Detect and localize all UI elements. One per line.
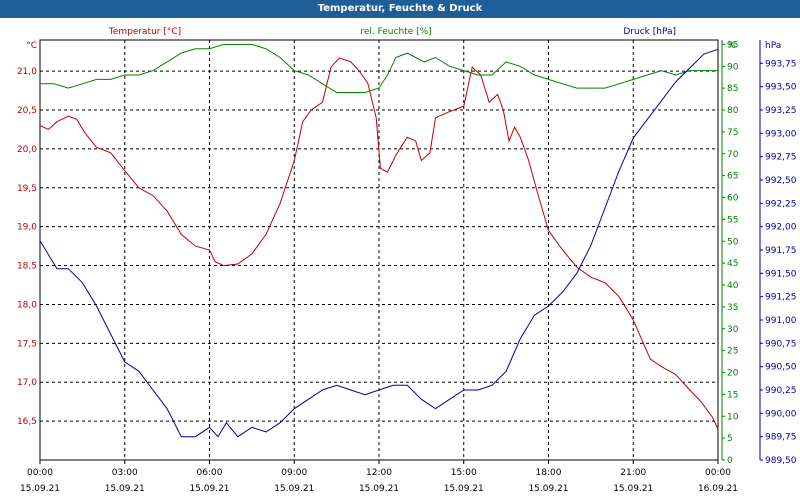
pressure-tick-label: 992,25: [765, 199, 797, 209]
humidity-tick-label: 70: [727, 150, 739, 160]
series-line-pressure: [39, 48, 719, 438]
humidity-tick-label: 40: [727, 281, 739, 291]
pressure-tick-label: 993,00: [765, 129, 797, 139]
humidity-tick-label: 25: [727, 347, 738, 357]
date-tick-label: 15.09.21: [444, 484, 484, 494]
humidity-tick-label: 75: [727, 128, 738, 138]
series-line-temperature: [39, 57, 719, 430]
date-tick-label: 16.09.21: [698, 484, 738, 494]
temperature-unit-label: °C: [26, 41, 37, 51]
time-tick-label: 15:00: [451, 468, 477, 478]
pressure-tick-label: 993,50: [765, 83, 797, 93]
axis-pressure: 993,75 993,50 993,25 993,00 992,75 992,50 992,…: [759, 40, 797, 466]
grid-lines: [39, 40, 719, 460]
pressure-tick-label: 990,00: [765, 409, 797, 419]
temperature-tick-label: 16,5: [17, 417, 37, 427]
date-tick-label: 15.09.21: [613, 484, 653, 494]
temperature-tick-label: 20,5: [17, 106, 37, 116]
time-tick-label: 00:00: [27, 468, 53, 478]
humidity-tick-label: 85: [727, 84, 738, 94]
pressure-tick-label: 991,75: [765, 246, 797, 256]
date-tick-label: 15.09.21: [20, 484, 60, 494]
legend-entry-humidity: rel. Feuchte [%]: [360, 27, 431, 37]
time-tick-label: 03:00: [112, 468, 138, 478]
pressure-unit-label: hPa: [765, 41, 781, 51]
date-tick-label: 15.09.21: [105, 484, 145, 494]
pressure-tick-label: 992,00: [765, 223, 797, 233]
pressure-tick-label: 990,75: [765, 339, 797, 349]
pressure-tick-label: 990,50: [765, 363, 797, 373]
time-tick-label: 12:00: [366, 468, 392, 478]
date-tick-label: 15.09.21: [274, 484, 314, 494]
temperature-tick-label: 18,0: [17, 300, 37, 310]
legend-entry-pressure: Druck [hPa]: [623, 27, 676, 37]
pressure-tick-label: 991,25: [765, 293, 797, 303]
humidity-tick-label: 20: [727, 369, 739, 379]
time-tick-label: 21:00: [620, 468, 646, 478]
legend: Temperatur [°C] rel. Feuchte [%] Druck [hP…: [108, 27, 676, 37]
series-line-humidity: [40, 43, 718, 93]
humidity-tick-label: 5: [727, 434, 733, 444]
pressure-tick-label: 989,75: [765, 433, 797, 443]
temperature-tick-label: 20,0: [17, 145, 37, 155]
time-tick-label: 00:00: [705, 468, 731, 478]
date-tick-label: 15.09.21: [528, 484, 568, 494]
legend-entry-temperature: Temperatur [°C]: [108, 27, 181, 37]
time-tick-label: 18:00: [536, 468, 562, 478]
pressure-tick-label: 989,50: [765, 456, 797, 466]
temperature-tick-label: 17,5: [17, 339, 37, 349]
date-tick-label: 15.09.21: [359, 484, 399, 494]
series-layer: [39, 43, 719, 438]
pressure-tick-label: 993,75: [765, 59, 797, 69]
axis-time: 00:00 15.09.21 03:00 15.09.21 06:00 15.09.21 0…: [20, 460, 738, 494]
humidity-tick-label: 0: [727, 456, 733, 466]
window-title: Temperatur, Feuchte & Druck: [0, 0, 800, 18]
pressure-tick-label: 992,75: [765, 153, 797, 163]
humidity-tick-label: 90: [727, 62, 739, 72]
axis-temperature: 21,0 20,5 20,0 19,5 19,0 18,5 18,0 17,5 17,0 16,5…: [17, 41, 37, 427]
temperature-tick-label: 21,0: [17, 67, 37, 77]
humidity-tick-label: 35: [727, 303, 738, 313]
humidity-tick-label: 95: [727, 40, 738, 50]
humidity-tick-label: 50: [727, 237, 739, 247]
humidity-tick-label: 15: [727, 390, 738, 400]
humidity-tick-label: 65: [727, 172, 738, 182]
humidity-tick-label: 80: [727, 106, 739, 116]
humidity-tick-label: 30: [727, 325, 739, 335]
humidity-tick-label: 60: [727, 194, 739, 204]
humidity-tick-label: 45: [727, 259, 738, 269]
pressure-tick-label: 993,25: [765, 106, 797, 116]
humidity-unit-label: %: [727, 41, 736, 51]
temperature-tick-label: 17,0: [17, 378, 37, 388]
humidity-tick-label: 10: [727, 412, 739, 422]
pressure-tick-label: 991,00: [765, 316, 797, 326]
pressure-tick-label: 991,50: [765, 269, 797, 279]
pressure-tick-label: 992,50: [765, 176, 797, 186]
time-tick-label: 06:00: [197, 468, 223, 478]
humidity-tick-label: 55: [727, 215, 738, 225]
temperature-tick-label: 19,5: [17, 184, 37, 194]
temperature-tick-label: 19,0: [17, 223, 37, 233]
pressure-tick-label: 990,25: [765, 386, 797, 396]
temperature-tick-label: 18,5: [17, 262, 37, 272]
date-tick-label: 15.09.21: [189, 484, 229, 494]
time-tick-label: 09:00: [281, 468, 307, 478]
chart-canvas: 21,0 20,5 20,0 19,5 19,0 18,5 18,0 17,5 17,0 16,5…: [17, 27, 797, 494]
